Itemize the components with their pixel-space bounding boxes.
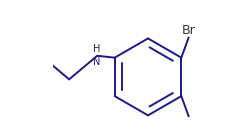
Text: N: N: [93, 57, 101, 67]
Text: Br: Br: [182, 24, 195, 37]
Text: H: H: [93, 44, 101, 54]
